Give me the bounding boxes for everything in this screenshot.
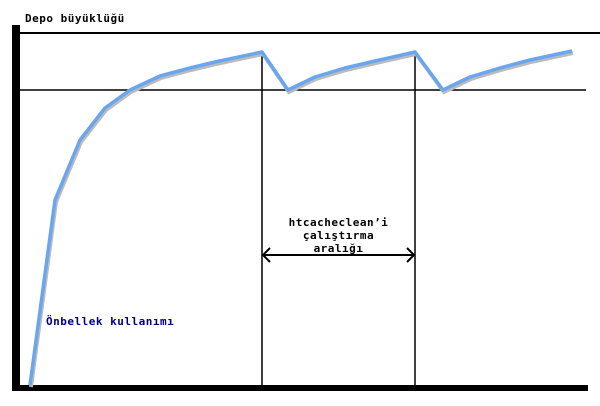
y-axis-label: Depo büyüklüğü [25,12,125,25]
interval-label-line: htcacheclean’i [288,216,389,229]
interval-arrow [261,247,416,263]
cache-usage-curve [28,49,573,386]
x-axis [12,385,588,391]
cache-usage-label: Önbellek kullanımı [46,315,175,328]
interval-label-line: çalıştırma [302,229,375,242]
interval-label-line: aralığı [313,242,364,255]
y-axis [12,25,20,391]
cache-usage-curve-shadow [29,51,574,388]
interval-label: htcacheclean’i çalıştırma aralığı [262,216,415,255]
